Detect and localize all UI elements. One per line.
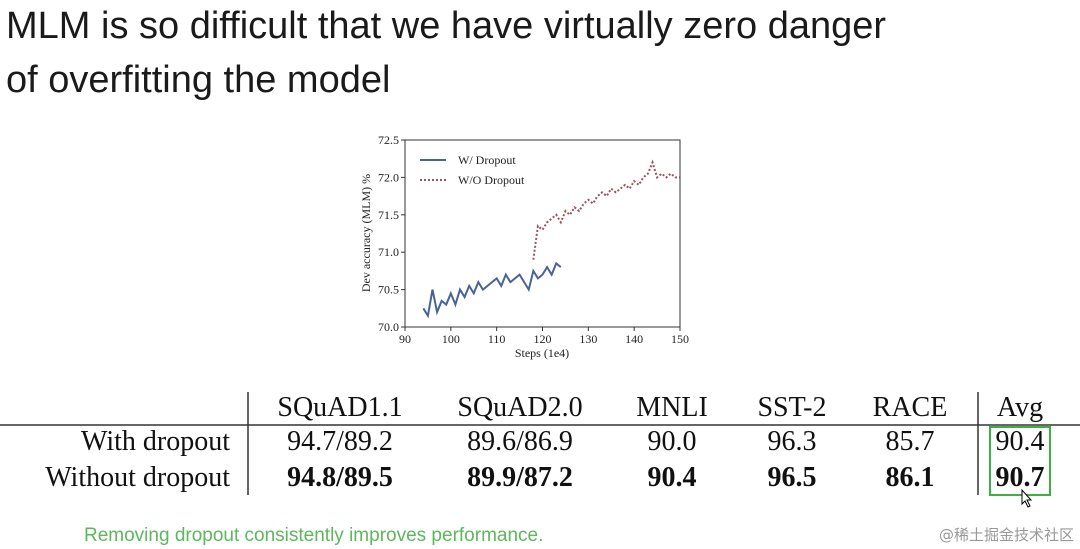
slide-title: MLM is so difficult that we have virtual…: [6, 5, 886, 47]
legend-label: W/O Dropout: [458, 173, 525, 187]
y-tick-label: 70.5: [378, 283, 399, 297]
table-header: SST-2: [757, 392, 826, 423]
cursor: [1021, 488, 1033, 508]
table-cell: 86.1: [886, 462, 935, 493]
y-tick-label: 70.0: [378, 320, 399, 334]
table-cell: 90.4: [996, 426, 1045, 457]
x-tick-label: 110: [488, 332, 506, 346]
table-cell: 90.0: [648, 426, 697, 457]
chart: Steps (1e4) Dev accuracy (MLM) % 90 100 11…: [359, 133, 689, 360]
table-cell: 96.5: [768, 462, 817, 493]
y-axis-label: Dev accuracy (MLM) %: [359, 174, 373, 292]
table-header: SQuAD2.0: [457, 392, 582, 423]
table-cell: 89.9/87.2: [467, 462, 573, 493]
table-cell: 85.7: [886, 426, 935, 457]
x-tick-label: 90: [399, 332, 411, 346]
y-tick-label: 71.0: [378, 245, 399, 259]
y-tick-label: 71.5: [378, 208, 399, 222]
table-header: RACE: [873, 392, 948, 423]
table-cell: 94.7/89.2: [287, 426, 393, 457]
x-tick-label: 150: [671, 332, 689, 346]
data-line: [422, 261, 562, 319]
table-cell: 90.7: [996, 462, 1045, 493]
watermark: @稀土掘金技术社区: [939, 526, 1074, 544]
x-tick-label: 120: [534, 332, 552, 346]
row-label: Without dropout: [45, 462, 230, 493]
table-header: Avg: [997, 392, 1043, 423]
slide-title: of overfitting the model: [6, 59, 390, 101]
highlight-box: [989, 426, 1051, 496]
table-cell: 96.3: [768, 426, 817, 457]
y-tick-label: 72.5: [378, 133, 399, 147]
table-cell: 90.4: [648, 462, 697, 493]
table-cell: 94.8/89.5: [287, 462, 393, 493]
table-header: SQuAD1.1: [277, 392, 402, 423]
x-tick-label: 100: [442, 332, 460, 346]
x-axis-label: Steps (1e4): [515, 346, 569, 360]
row-label: With dropout: [81, 426, 230, 457]
y-tick-label: 72.0: [378, 170, 399, 184]
caption: Removing dropout consistently improves p…: [84, 525, 543, 546]
legend-label: W/ Dropout: [458, 153, 516, 167]
table-header: MNLI: [636, 392, 708, 423]
x-tick-label: 130: [579, 332, 597, 346]
table-cell: 89.6/86.9: [467, 426, 573, 457]
x-tick-label: 140: [625, 332, 643, 346]
